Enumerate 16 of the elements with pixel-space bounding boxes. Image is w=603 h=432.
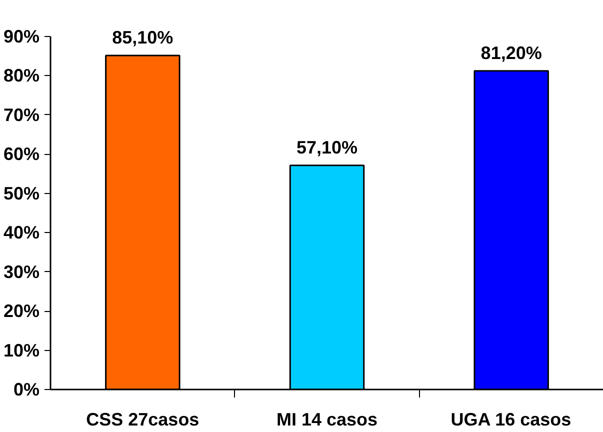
- y-tick-label: 20%: [3, 301, 40, 322]
- x-tick-label: CSS 27casos: [86, 410, 200, 430]
- y-tick-label: 0%: [13, 380, 40, 400]
- y-tick-label: 10%: [3, 340, 40, 360]
- y-tick-label: 80%: [3, 66, 40, 86]
- data-label: 81,20%: [480, 42, 542, 63]
- y-tick-label: 50%: [3, 183, 40, 204]
- data-label: 85,10%: [112, 28, 174, 48]
- y-tick-label: 30%: [3, 262, 40, 282]
- y-tick-label: 90%: [3, 26, 40, 46]
- y-tick-label: 70%: [3, 104, 40, 125]
- y-tick-label: 40%: [3, 222, 40, 243]
- data-label: 57,10%: [296, 137, 358, 158]
- x-tick-label: MI 14 casos: [276, 410, 378, 430]
- x-tick-label: UGA 16 casos: [450, 410, 572, 430]
- y-tick-label: 60%: [3, 144, 40, 164]
